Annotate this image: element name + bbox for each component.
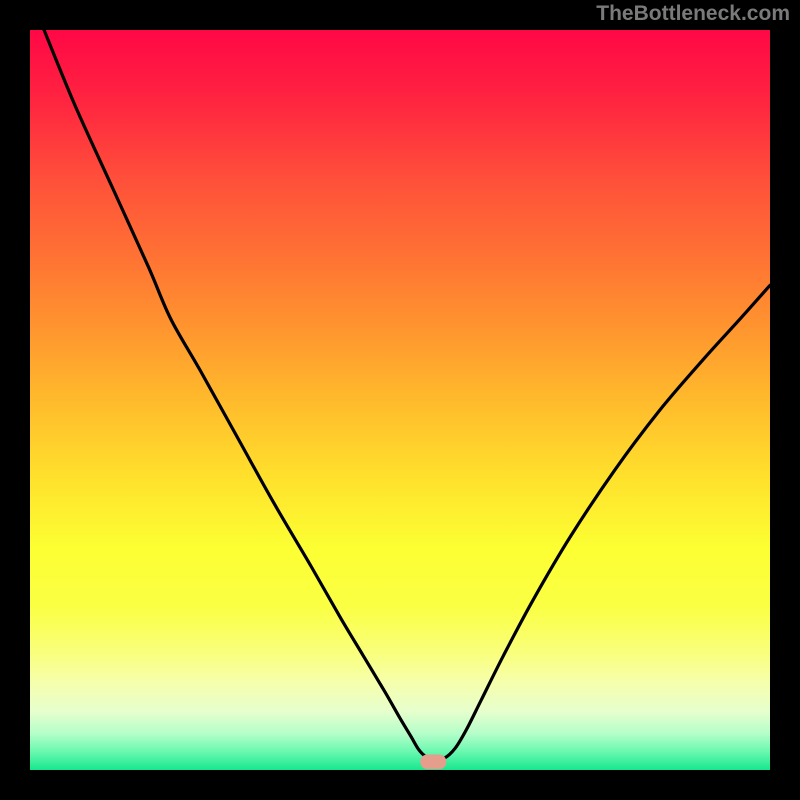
optimal-point-marker <box>420 754 446 769</box>
plot-background-gradient <box>30 30 770 770</box>
chart-frame: TheBottleneck.com <box>0 0 800 800</box>
bottleneck-chart <box>0 0 800 800</box>
